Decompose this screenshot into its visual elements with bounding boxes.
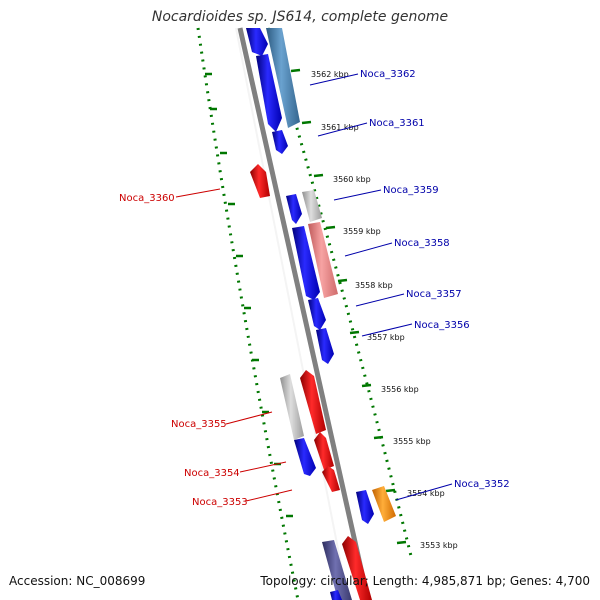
- accession-text: Accession: NC_008699: [9, 574, 146, 588]
- kbp-label: 3560 kbp: [333, 175, 371, 184]
- gene-arrow: [330, 590, 342, 600]
- gene-arrow-gray: [302, 190, 322, 222]
- kbp-label: 3556 kbp: [381, 385, 419, 394]
- gene-arrow: [272, 130, 288, 154]
- genome-backbone: [237, 27, 371, 600]
- gene-arrow-slate: [322, 540, 352, 600]
- inner-tick-ring: [196, 27, 300, 600]
- kbp-label: 3553 kbp: [420, 541, 458, 550]
- kbp-label: 3557 kbp: [367, 333, 405, 342]
- gene-arrow: [294, 438, 316, 476]
- gene-arrow: [316, 328, 334, 364]
- gene-label[interactable]: Noca_3352: [454, 479, 510, 490]
- gene-label[interactable]: Noca_3356: [414, 320, 470, 331]
- gene-label[interactable]: Noca_3353: [192, 497, 248, 508]
- gene-label[interactable]: Noca_3362: [360, 69, 416, 80]
- gene-arrow-orange: [372, 486, 396, 522]
- gene-arrow: [292, 226, 320, 300]
- gene-labels: Noca_3362 Noca_3361 Noca_3360 Noca_3359 …: [119, 69, 510, 508]
- kbp-label: 3555 kbp: [393, 437, 431, 446]
- gene-label[interactable]: Noca_3355: [171, 419, 227, 430]
- gene-arrow-reverse: [300, 370, 326, 434]
- gene-arrow: [256, 54, 282, 132]
- kbp-label: 3559 kbp: [343, 227, 381, 236]
- gene-label[interactable]: Noca_3357: [406, 289, 462, 300]
- gene-arrow-steelblue: [266, 28, 300, 128]
- gene-label[interactable]: Noca_3354: [184, 468, 240, 479]
- gene-arrow-reverse: [342, 536, 372, 600]
- gene-arrow: [356, 490, 374, 524]
- gene-arrow-reverse: [322, 466, 340, 492]
- gene-arrow: [308, 298, 326, 330]
- gene-arrow: [286, 194, 302, 224]
- gene-arrow-reverse: [250, 164, 270, 198]
- genome-summary: Topology: circular; Length: 4,985,871 bp…: [260, 574, 590, 588]
- gene-label[interactable]: Noca_3358: [394, 238, 450, 249]
- kbp-label: 3562 kbp: [311, 70, 349, 79]
- gene-label[interactable]: Noca_3360: [119, 193, 175, 204]
- gene-arrow-reverse: [314, 432, 334, 470]
- kbp-label: 3554 kbp: [407, 489, 445, 498]
- gene-features: [246, 28, 396, 600]
- gene-arrow: [246, 28, 268, 56]
- gene-label[interactable]: Noca_3361: [369, 118, 425, 129]
- major-ticks: [205, 68, 407, 545]
- kbp-label: 3558 kbp: [355, 281, 393, 290]
- kbp-label: 3561 kbp: [321, 123, 359, 132]
- genome-title: Nocardioides sp. JS614, complete genome: [151, 9, 449, 25]
- kbp-labels: 3562 kbp 3561 kbp 3560 kbp 3559 kbp 3558…: [311, 70, 458, 550]
- gene-label[interactable]: Noca_3359: [383, 185, 439, 196]
- gene-arrow-gray: [280, 374, 304, 440]
- gene-arrow-pink: [308, 222, 338, 298]
- label-leaders: [175, 73, 453, 502]
- band-edge-left: [235, 27, 349, 600]
